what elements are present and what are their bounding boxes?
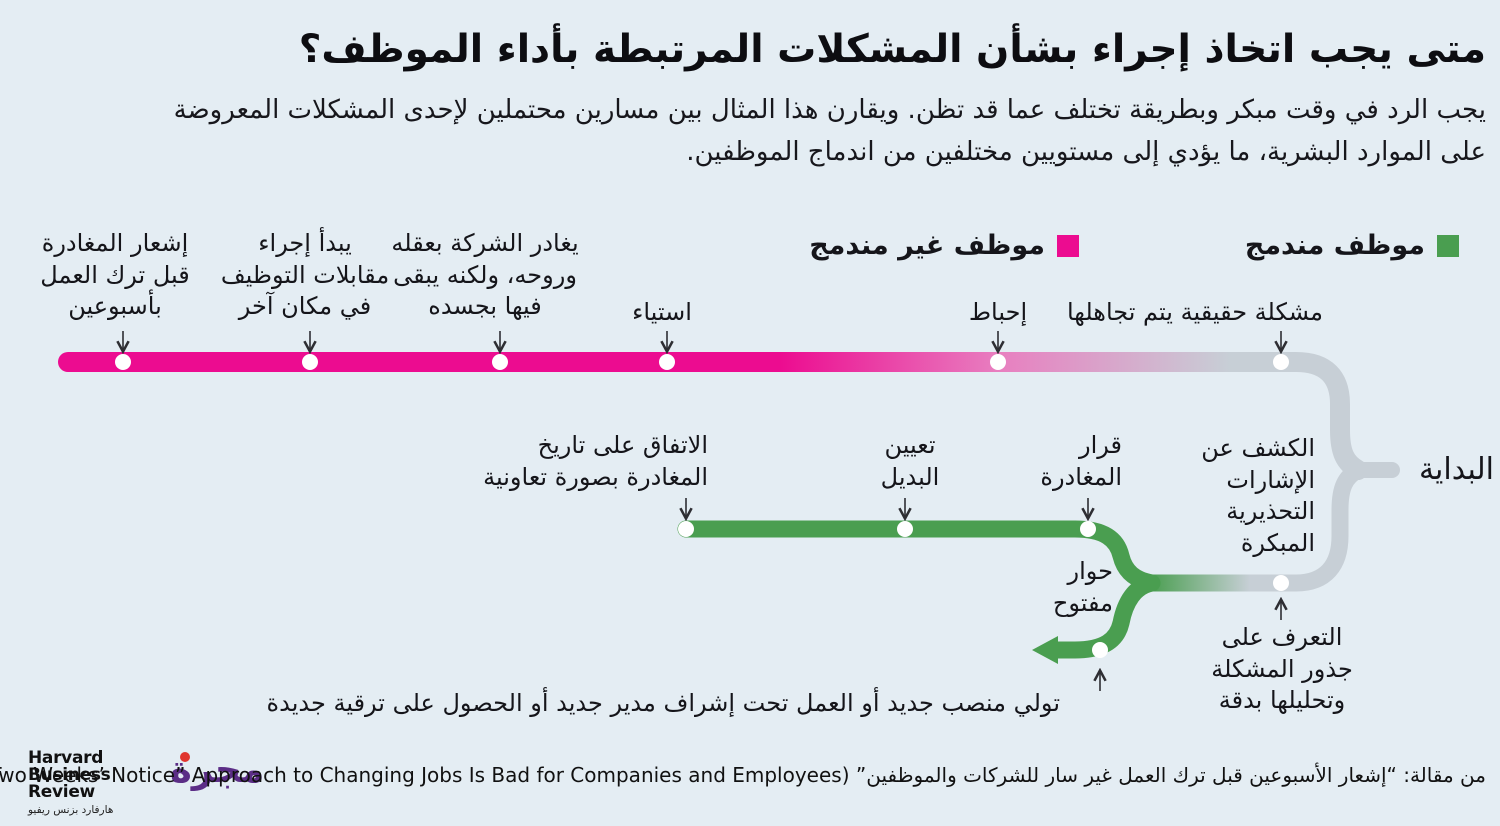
legend-item-disengaged: موظف غير مندمج (809, 230, 1079, 261)
milestone-dots (115, 354, 1289, 658)
milestone-label-quit-in-place: يغادر الشركة بعقله وروحه، ولكنه يبقى فيه… (391, 229, 579, 321)
engaged-lower-line (1058, 574, 1155, 659)
majarra-logo-dot-icon (180, 752, 190, 762)
hbr-logo-arabic-text: هارفارد بزنس ريفيو (28, 804, 114, 816)
hbr-logo-text: Harvard Business Review (28, 748, 111, 802)
milestone-label-new-role-outcome: تولي منصب جديد أو العمل تحت إشراف مدير ج… (266, 689, 1060, 717)
header: متى يجب اتخاذ إجراء بشأن المشكلات المرتب… (60, 26, 1486, 173)
milestone-label-open-dialogue: حوار مفتوح (1052, 557, 1113, 617)
milestone-label-resentment: استياء (632, 298, 692, 326)
milestone-label-interviewing-elsewhere: يبدأ إجراء مقابلات التوظيف في مكان آخر (220, 229, 390, 321)
milestone-label-ignored-problem: مشكلة حقيقية يتم تجاهلها (1066, 298, 1324, 326)
legend-label-disengaged: موظف غير مندمج (809, 230, 1045, 261)
disengaged-swatch-icon (1057, 234, 1079, 257)
majarra-logo: مجرة (170, 748, 264, 791)
engaged-end-arrowhead-icon (1032, 636, 1058, 664)
milestone-label-early-warning-signs: الكشف عن الإشارات التحذيرية المبكرة (1201, 434, 1315, 558)
legend-label-engaged: موظف مندمج (1244, 230, 1425, 261)
milestone-label-agree-departure-date: الاتفاق على تاريخ المغادرة بصورة تعاونية (483, 431, 708, 491)
shared-path-line (1150, 462, 1363, 592)
milestone-label-two-weeks-notice: إشعار المغادرة قبل ترك العمل بأسبوعين (40, 229, 190, 321)
page-title: متى يجب اتخاذ إجراء بشأن المشكلات المرتب… (298, 27, 1486, 72)
legend-item-engaged: موظف مندمج (1245, 230, 1459, 261)
hbr-logo: Harvard Business Review هارفارد بزنس ريف… (28, 748, 114, 817)
disengaged-path-line (58, 352, 1368, 480)
milestone-label-decision-to-leave: قرار المغادرة (1040, 431, 1122, 491)
milestone-label-appoint-replacement: تعيين البديل (880, 431, 940, 491)
milestone-label-root-cause-analysis: التعرف على جذور المشكلة وتحليلها بدقة (1211, 623, 1353, 715)
page-subtitle: يجب الرد في وقت مبكر وبطريقة تختلف عما ق… (173, 94, 1486, 167)
pointer-arrows (123, 331, 1281, 691)
start-label: البداية (1418, 452, 1494, 487)
milestone-label-frustration: إحباط (968, 298, 1028, 326)
engaged-swatch-icon (1437, 234, 1459, 257)
source-attribution: من مقالة: “إشعار الأسبوعين قبل ترك العمل… (0, 763, 1486, 787)
